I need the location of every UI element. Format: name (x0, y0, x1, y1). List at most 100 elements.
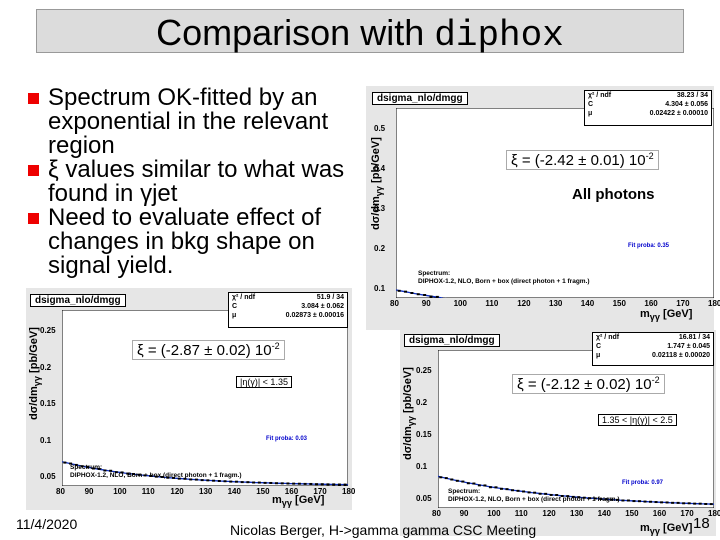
x-tick-label: 160 (652, 509, 667, 518)
stats-name: χ² / ndf (596, 334, 620, 341)
data-point (234, 480, 238, 483)
data-point (326, 483, 330, 486)
data-point (429, 295, 433, 298)
xi-exponent: -2 (645, 151, 654, 161)
histogram-title: dsigma_nlo/dmgg (404, 334, 500, 347)
data-point (246, 481, 250, 484)
data-point (149, 474, 153, 477)
legend-box: |η(γ)| < 1.35 (236, 376, 292, 388)
stats-box: χ² / ndf 16.81 / 34 C 1.747 ± 0.045 μ 0.02118… (592, 332, 714, 366)
x-label-unit: [GeV] (659, 522, 693, 534)
data-point (137, 473, 141, 476)
data-point (615, 498, 619, 501)
y-label-main: dσ/dm (370, 196, 382, 230)
x-tick-label: 150 (625, 509, 639, 518)
x-label-sub: γγ (649, 312, 660, 323)
x-tick-label: 90 (421, 299, 431, 308)
data-point (671, 501, 675, 504)
spectrum-line: Spectrum: (70, 464, 103, 471)
data-point (499, 487, 503, 490)
stats-name: χ² / ndf (232, 294, 256, 301)
data-point (423, 294, 427, 297)
y-label-unit: [pb/GeV] (402, 367, 414, 416)
y-label-main: dσ/dm (28, 386, 40, 420)
data-point (571, 495, 575, 498)
x-tick-label: 150 (612, 299, 626, 308)
stats-box: χ² / ndf 51.9 / 34 C 3.084 ± 0.062 μ 0.02873 … (228, 292, 348, 328)
data-point (505, 488, 509, 491)
stats-name: χ² / ndf (588, 92, 612, 99)
plot-frame (396, 108, 714, 298)
data-point (593, 497, 597, 500)
data-point (654, 501, 658, 504)
stats-row: C 3.084 ± 0.062 (229, 302, 347, 311)
data-point (189, 478, 193, 481)
plot-canvas (396, 108, 714, 298)
data-point (632, 500, 636, 503)
bullet-item: Need to evaluate effect of changes in bk… (28, 206, 368, 278)
data-point (626, 499, 630, 502)
data-point (522, 490, 526, 493)
stats-name: C (596, 343, 602, 350)
data-point (269, 481, 273, 484)
y-tick-label: 0.2 (40, 362, 52, 372)
x-tick-label: 130 (549, 299, 563, 308)
data-point (74, 463, 78, 466)
xi-text: ξ = (-2.12 ± 0.02) 10 (517, 376, 652, 393)
y-label-unit: [pb/GeV] (370, 137, 382, 186)
plot-frame (62, 310, 348, 486)
data-point (63, 461, 67, 464)
data-point (439, 476, 443, 479)
xi-annotation: ξ = (-2.12 ± 0.02) 10-2 (512, 374, 665, 394)
data-point (297, 482, 301, 485)
data-point (533, 491, 537, 494)
data-point (109, 469, 113, 472)
data-point (103, 469, 107, 472)
x-label-unit: [GeV] (659, 308, 693, 320)
data-point (704, 502, 708, 505)
spectrum-note: Spectrum: DIPHOX-1.2, NLO, Born + box (di… (448, 488, 620, 504)
data-point (566, 495, 570, 498)
data-point (303, 482, 307, 485)
y-label-unit: [pb/GeV] (28, 327, 40, 376)
x-tick-label: 120 (542, 509, 556, 518)
data-point (200, 479, 204, 482)
data-point (511, 489, 515, 492)
spectrum-line: Spectrum: (448, 488, 481, 495)
fit-probability: Fit proba: 0.35 (628, 243, 670, 249)
x-label-unit: [GeV] (291, 494, 325, 506)
x-tick-label: 110 (141, 487, 155, 496)
data-point (69, 462, 73, 465)
x-axis-label: mγγ [GeV] (640, 308, 692, 322)
x-tick-label: 100 (453, 299, 467, 308)
data-point (416, 293, 420, 296)
stats-value: 16.81 / 34 (678, 334, 710, 341)
y-tick-label: 0.5 (374, 124, 386, 133)
spectrum-line: DIPHOX-1.2, NLO, Born + box (direct phot… (448, 496, 620, 503)
data-point (461, 480, 465, 483)
bullet-square-icon (28, 93, 39, 104)
data-point (604, 498, 608, 501)
x-tick-label: 170 (676, 299, 690, 308)
x-axis-label: mγγ [GeV] (272, 494, 324, 508)
data-point (114, 471, 118, 474)
bullet-square-icon (28, 165, 39, 176)
y-tick-label: 0.3 (374, 204, 386, 213)
x-tick-label: 80 (432, 509, 441, 518)
data-point (91, 467, 95, 470)
bullet-square-icon (28, 213, 39, 224)
x-label-main: m (640, 308, 650, 320)
stats-box: χ² / ndf 38.23 / 34 C 4.304 ± 0.056 μ 0.02422… (584, 90, 712, 126)
x-tick-label: 120 (170, 487, 184, 496)
stats-row: μ 0.02873 ± 0.00016 (229, 311, 347, 320)
y-tick-label: 0.2 (416, 398, 428, 407)
stats-name: C (588, 101, 594, 108)
histogram-title: dsigma_nlo/dmgg (372, 92, 468, 105)
stats-value: 38.23 / 34 (676, 92, 708, 99)
xi-text: ξ = (-2.87 ± 0.02) 10 (137, 342, 272, 359)
data-point (494, 486, 498, 489)
x-tick-label: 140 (580, 299, 595, 308)
histogram-title: dsigma_nlo/dmgg (30, 294, 126, 307)
x-tick-label: 130 (199, 487, 213, 496)
y-axis-label: dσ/dmγγ [pb/GeV] (402, 367, 416, 460)
